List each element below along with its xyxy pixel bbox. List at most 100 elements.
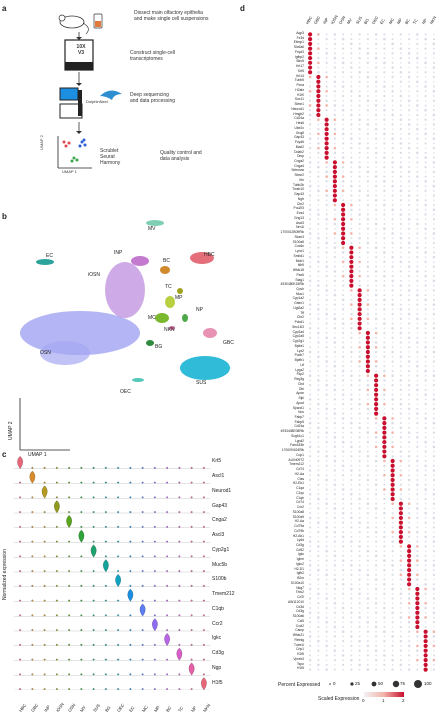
- violin-Neurod1-HBC: [19, 496, 22, 499]
- dot-TC: [416, 166, 419, 168]
- dot-INP: [325, 270, 328, 273]
- dot-HBC: [309, 128, 311, 130]
- dot-MV: [350, 535, 353, 538]
- dot-NKN: [432, 298, 435, 301]
- dot-NKN: [432, 275, 435, 278]
- dot-EC: [383, 531, 386, 534]
- dot-OEC: [374, 42, 378, 46]
- dot-OEC: [374, 383, 379, 388]
- dot-OSN: [342, 365, 345, 368]
- dot-NKN: [432, 549, 436, 553]
- violin-Cnga2-SUS: [92, 525, 95, 528]
- dot-MC: [391, 247, 394, 249]
- dotplot-gene-label: Ctss: [297, 476, 304, 481]
- dot-GBC: [317, 450, 320, 453]
- dot-MP: [398, 511, 403, 516]
- dot-TC: [416, 356, 419, 358]
- dot-INP: [325, 369, 328, 373]
- dot-BC: [407, 369, 411, 373]
- dot-HBC: [308, 279, 312, 283]
- dotplot-gene-label: Cbr2: [296, 315, 304, 320]
- dot-iOSN: [333, 483, 337, 487]
- dot-MP: [399, 473, 403, 477]
- dot-MV: [350, 384, 353, 387]
- dot-iOSN: [332, 198, 337, 203]
- dot-GBC: [317, 279, 320, 282]
- dot-NKN: [433, 118, 435, 121]
- dot-MV: [350, 436, 353, 439]
- dot-GBC: [317, 165, 320, 169]
- dot-EC: [383, 503, 386, 505]
- dot-TC: [416, 123, 419, 126]
- dot-NP: [424, 289, 427, 292]
- dot-iOSN: [333, 313, 336, 316]
- dot-MP: [399, 270, 403, 273]
- dotplot-gene-label: H1f5: [297, 666, 304, 671]
- dotplot-gene-label: Dbi: [299, 386, 304, 391]
- dot-NKN: [432, 635, 436, 638]
- violin-Krt5-HBC: [17, 456, 23, 469]
- dot-MC: [391, 137, 394, 140]
- dot-BC: [408, 635, 410, 638]
- dot-SUS: [358, 222, 361, 226]
- dot-SUS: [358, 465, 361, 467]
- dot-SUS: [358, 493, 361, 496]
- dot-SUS: [358, 645, 361, 647]
- dot-NP: [424, 100, 427, 102]
- dot-OEC: [374, 341, 378, 344]
- dot-BC: [407, 227, 411, 230]
- violin-Cd3g-MC: [141, 658, 144, 661]
- dot-INP: [325, 365, 328, 368]
- dot-MC: [391, 649, 394, 652]
- dot-NKN: [432, 654, 435, 657]
- dot-GBC: [317, 52, 320, 55]
- dot-SUS: [358, 625, 361, 629]
- violin-Tmem212-TC: [178, 599, 181, 602]
- dot-INP: [325, 227, 328, 230]
- dot-NKN: [432, 644, 436, 648]
- dot-NP: [424, 554, 427, 557]
- dot-INP: [325, 573, 328, 577]
- dotplot-gene-label: S100a9: [292, 514, 304, 519]
- dot-BC: [407, 241, 411, 245]
- dot-MV: [350, 241, 353, 245]
- dot-INP: [325, 256, 328, 258]
- dot-TC: [416, 388, 419, 392]
- dot-NKN: [433, 308, 435, 311]
- dot-MC: [391, 279, 394, 283]
- dot-MV: [350, 412, 353, 415]
- dot-HBC: [308, 658, 312, 662]
- dot-MP: [399, 625, 403, 629]
- dotplot-celltype-label: INP: [321, 16, 329, 25]
- dot-HBC: [309, 654, 312, 657]
- violin-C1qb-BC: [166, 614, 169, 617]
- dot-MP: [400, 346, 402, 348]
- dot-NP: [424, 601, 427, 605]
- dot-OEC: [375, 664, 377, 666]
- dot-MV: [350, 531, 353, 533]
- dotplot-gene-label: Vpreb3: [293, 656, 304, 661]
- violin-Tmem212-OEC: [117, 599, 120, 602]
- dot-EC: [383, 393, 386, 396]
- dot-NP: [423, 634, 428, 639]
- dotplot-gene-label: Hmgb2: [293, 111, 304, 116]
- dotplot-gene-label: Ddah2: [294, 149, 304, 154]
- dot-TC: [416, 156, 419, 159]
- dot-MP: [400, 123, 402, 126]
- dot-NKN: [433, 128, 435, 130]
- dot-BC: [408, 270, 410, 273]
- dot-EC: [383, 94, 386, 98]
- dotplot-gene-label: Pou2f3: [293, 206, 304, 211]
- umap-axis-x: UMAP 1: [28, 452, 47, 458]
- dot-INP: [325, 407, 328, 411]
- dot-MV: [350, 540, 353, 543]
- dot-NKN: [432, 303, 436, 306]
- dotplot-gene-label: Fx3d: [296, 35, 304, 40]
- dot-EC: [383, 640, 386, 643]
- dot-NKN: [433, 569, 435, 571]
- dot-BC: [408, 308, 411, 311]
- dot-TC: [416, 270, 419, 273]
- dot-BC: [408, 137, 410, 140]
- dot-NKN: [432, 512, 435, 515]
- violin-S100b-TC: [178, 584, 181, 587]
